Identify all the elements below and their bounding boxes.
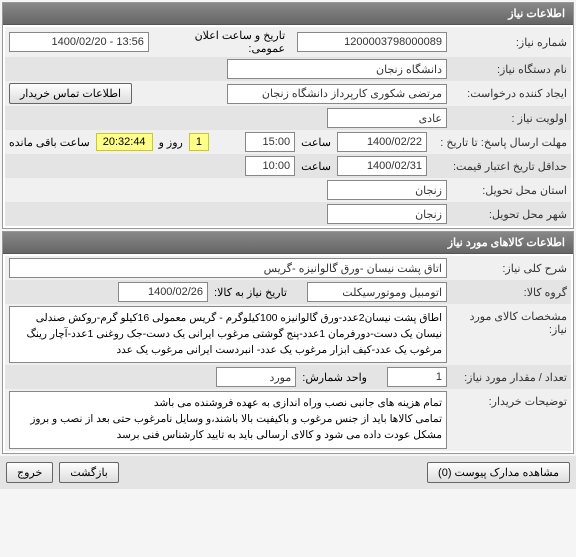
need-info-title: اطلاعات نیاز	[508, 8, 565, 20]
announce-value: 13:56 - 1400/02/20	[9, 32, 149, 52]
date-to-label: تاریخ نیاز به کالا:	[214, 286, 287, 299]
deadline-time-label: ساعت	[301, 136, 331, 149]
row-spec: مشخصات کالای مورد نیاز: اطاق پشت نیسان2ع…	[5, 304, 571, 365]
validity-time-label: ساعت	[301, 160, 331, 173]
need-info-body: شماره نیاز: 1200003798000089 تاریخ و ساع…	[3, 25, 573, 228]
notes-value: تمام هزینه های جانبی نصب وراه اندازی به …	[9, 391, 447, 448]
spec-label: مشخصات کالای مورد نیاز:	[447, 306, 567, 336]
row-notes: توضیحات خریدار: تمام هزینه های جانبی نصب…	[5, 389, 571, 450]
row-device: نام دستگاه نیاز: دانشگاه زنجان	[5, 57, 571, 81]
creator-label: ایجاد کننده درخواست:	[447, 87, 567, 100]
goods-info-panel: اطلاعات کالاهای مورد نیاز شرح کلی نیاز: …	[2, 231, 574, 454]
qty-label: تعداد / مقدار مورد نیاز:	[447, 371, 567, 384]
buyer-contact-button[interactable]: اطلاعات تماس خریدار	[9, 83, 132, 104]
goods-info-title: اطلاعات کالاهای مورد نیاز	[448, 237, 565, 249]
remain-label: ساعت باقی مانده	[9, 136, 90, 149]
row-need-number: شماره نیاز: 1200003798000089 تاریخ و ساع…	[5, 27, 571, 57]
group-value: اتومبیل وموتورسیکلت	[307, 282, 447, 302]
province-label: استان محل تحویل:	[447, 184, 567, 197]
goods-info-header: اطلاعات کالاهای مورد نیاز	[3, 232, 573, 254]
desc-label: شرح کلی نیاز:	[447, 262, 567, 275]
exit-button[interactable]: خروج	[6, 462, 53, 483]
days-count: 1	[189, 133, 209, 151]
row-qty: تعداد / مقدار مورد نیاز: 1 واحد شمارش: م…	[5, 365, 571, 389]
row-validity: حداقل تاریخ اعتبار قیمت: 1400/02/31 ساعت…	[5, 154, 571, 178]
action-bar: مشاهده مدارک پیوست (0) بازگشت خروج	[0, 456, 576, 489]
spec-value: اطاق پشت نیسان2عدد-ورق گالوانیزه 100کیلو…	[9, 306, 447, 363]
need-number-value: 1200003798000089	[297, 32, 447, 52]
announce-label: تاریخ و ساعت اعلان عمومی:	[155, 29, 285, 55]
row-group: گروه کالا: اتومبیل وموتورسیکلت تاریخ نیا…	[5, 280, 571, 304]
date-to-value: 1400/02/26	[118, 282, 208, 302]
device-value: دانشگاه زنجان	[227, 59, 447, 79]
goods-info-body: شرح کلی نیاز: اتاق پشت نیسان -ورق گالوان…	[3, 254, 573, 453]
unit-value: مورد	[216, 367, 296, 387]
days-label: روز و	[159, 136, 183, 149]
creator-value: مرتضی شکوری کارپرداز دانشگاه زنجان	[227, 84, 447, 104]
unit-label: واحد شمارش:	[302, 371, 367, 384]
city-label: شهر محل تحویل:	[447, 208, 567, 221]
row-city: شهر محل تحویل: زنجان	[5, 202, 571, 226]
return-button[interactable]: بازگشت	[59, 462, 119, 483]
row-creator: ایجاد کننده درخواست: مرتضی شکوری کارپردا…	[5, 81, 571, 106]
priority-value: عادی	[327, 108, 447, 128]
priority-label: اولویت نیاز :	[447, 112, 567, 125]
qty-value: 1	[387, 367, 447, 387]
validity-time: 10:00	[245, 156, 295, 176]
need-number-label: شماره نیاز:	[447, 36, 567, 49]
need-info-header: اطلاعات نیاز	[3, 3, 573, 25]
remain-time: 20:32:44	[96, 133, 153, 151]
desc-value: اتاق پشت نیسان -ورق گالوانیزه -گریس	[9, 258, 447, 278]
notes-label: توضیحات خریدار:	[447, 391, 567, 408]
row-province: استان محل تحویل: زنجان	[5, 178, 571, 202]
deadline-date: 1400/02/22	[337, 132, 427, 152]
group-label: گروه کالا:	[447, 286, 567, 299]
row-deadline: مهلت ارسال پاسخ: تا تاریخ : 1400/02/22 س…	[5, 130, 571, 154]
city-value: زنجان	[327, 204, 447, 224]
device-label: نام دستگاه نیاز:	[447, 63, 567, 76]
row-desc: شرح کلی نیاز: اتاق پشت نیسان -ورق گالوان…	[5, 256, 571, 280]
validity-label: حداقل تاریخ اعتبار قیمت:	[427, 160, 567, 173]
deadline-time: 15:00	[245, 132, 295, 152]
province-value: زنجان	[327, 180, 447, 200]
view-docs-button[interactable]: مشاهده مدارک پیوست (0)	[427, 462, 570, 483]
row-priority: اولویت نیاز : عادی	[5, 106, 571, 130]
need-info-panel: اطلاعات نیاز شماره نیاز: 120000379800008…	[2, 2, 574, 229]
deadline-label: مهلت ارسال پاسخ: تا تاریخ :	[427, 136, 567, 149]
validity-date: 1400/02/31	[337, 156, 427, 176]
